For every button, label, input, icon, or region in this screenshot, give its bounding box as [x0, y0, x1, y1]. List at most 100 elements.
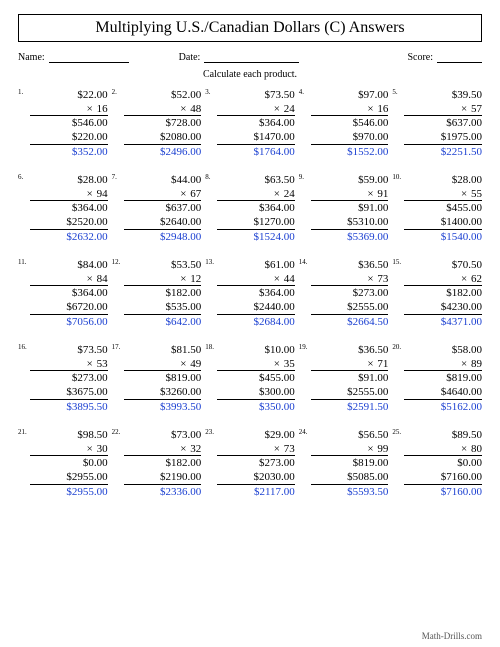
times-sign: ×: [461, 187, 471, 201]
partial-product: $819.00: [404, 371, 482, 385]
score-line: [437, 62, 482, 63]
partial-product: $91.00: [311, 201, 389, 215]
partial-product: $364.00: [30, 201, 108, 215]
problem: 2. $52.00 ×48 $728.00$2080.00 $2496.00: [112, 88, 202, 159]
partial-product: $2640.00: [124, 215, 202, 229]
problem-number: 13.: [205, 258, 214, 266]
multiplier: 49: [190, 358, 201, 370]
problem-number: 5.: [392, 88, 397, 96]
times-sign: ×: [87, 102, 97, 116]
problem-number: 11.: [18, 258, 27, 266]
multiplier: 16: [97, 103, 108, 115]
problem-number: 16.: [18, 343, 27, 351]
answer: $2251.50: [404, 145, 482, 159]
partial-product: $1400.00: [404, 215, 482, 229]
problem-number: 8.: [205, 173, 210, 181]
problem: 20. $58.00 ×89 $819.00$4640.00 $5162.00: [392, 343, 482, 414]
date-field: Date:: [179, 52, 300, 63]
problem-grid: 1. $22.00 ×16 $546.00$220.00 $352.00 2. …: [18, 88, 482, 499]
multiplier-row: ×91: [311, 187, 389, 201]
problem-number: 21.: [18, 428, 27, 436]
answer: $350.00: [217, 400, 295, 414]
answer: $5593.50: [311, 485, 389, 499]
partial-product: $2440.00: [217, 300, 295, 314]
partial-product: $819.00: [124, 371, 202, 385]
meta-row: Name: Date: Score:: [18, 52, 482, 63]
partial-product: $2520.00: [30, 215, 108, 229]
partial-product: $300.00: [217, 385, 295, 399]
instruction: Calculate each product.: [18, 69, 482, 80]
problem: 3. $73.50 ×24 $364.00$1470.00 $1764.00: [205, 88, 295, 159]
multiplier-row: ×73: [217, 442, 295, 456]
multiplier-row: ×32: [124, 442, 202, 456]
answer: $2496.00: [124, 145, 202, 159]
multiplier: 24: [284, 103, 295, 115]
multiplier: 84: [97, 273, 108, 285]
partial-product: $2030.00: [217, 470, 295, 484]
times-sign: ×: [274, 272, 284, 286]
partial-product: $182.00: [124, 456, 202, 470]
multiplier-row: ×16: [311, 102, 389, 116]
times-sign: ×: [367, 187, 377, 201]
multiplier-row: ×30: [30, 442, 108, 456]
partial-product: $7160.00: [404, 470, 482, 484]
multiplicand: $59.00: [311, 173, 389, 187]
multiplier: 24: [284, 188, 295, 200]
name-label: Name:: [18, 52, 45, 63]
multiplier-row: ×24: [217, 187, 295, 201]
problem-number: 4.: [299, 88, 304, 96]
multiplicand: $73.00: [124, 428, 202, 442]
multiplier-row: ×99: [311, 442, 389, 456]
partial-product: $364.00: [30, 286, 108, 300]
multiplicand: $97.00: [311, 88, 389, 102]
partial-product: $182.00: [404, 286, 482, 300]
problem: 21. $98.50 ×30 $0.00$2955.00 $2955.00: [18, 428, 108, 499]
multiplicand: $28.00: [30, 173, 108, 187]
multiplier-row: ×94: [30, 187, 108, 201]
multiplier-row: ×80: [404, 442, 482, 456]
partial-product: $455.00: [404, 201, 482, 215]
multiplier: 73: [284, 443, 295, 455]
times-sign: ×: [87, 272, 97, 286]
answer: $7056.00: [30, 315, 108, 329]
partial-product: $273.00: [217, 456, 295, 470]
partial-product: $2955.00: [30, 470, 108, 484]
multiplicand: $36.50: [311, 258, 389, 272]
times-sign: ×: [274, 187, 284, 201]
multiplier: 91: [377, 188, 388, 200]
multiplicand: $89.50: [404, 428, 482, 442]
multiplier: 73: [377, 273, 388, 285]
partial-product: $546.00: [30, 116, 108, 130]
problem: 24. $56.50 ×99 $819.00$5085.00 $5593.50: [299, 428, 389, 499]
multiplier: 71: [377, 358, 388, 370]
partial-product: $4230.00: [404, 300, 482, 314]
partial-product: $535.00: [124, 300, 202, 314]
partial-product: $637.00: [404, 116, 482, 130]
problem-number: 25.: [392, 428, 401, 436]
page-title: Multiplying U.S./Canadian Dollars (C) An…: [18, 14, 482, 42]
problem-number: 14.: [299, 258, 308, 266]
multiplier: 80: [471, 443, 482, 455]
multiplier-row: ×67: [124, 187, 202, 201]
multiplier-row: ×49: [124, 357, 202, 371]
multiplier-row: ×84: [30, 272, 108, 286]
partial-product: $637.00: [124, 201, 202, 215]
multiplier-row: ×44: [217, 272, 295, 286]
answer: $642.00: [124, 315, 202, 329]
multiplier-row: ×16: [30, 102, 108, 116]
multiplier: 99: [377, 443, 388, 455]
partial-product: $819.00: [311, 456, 389, 470]
partial-product: $220.00: [30, 130, 108, 144]
problem: 15. $70.50 ×62 $182.00$4230.00 $4371.00: [392, 258, 482, 329]
answer: $3993.50: [124, 400, 202, 414]
partial-product: $546.00: [311, 116, 389, 130]
multiplier-row: ×89: [404, 357, 482, 371]
times-sign: ×: [180, 442, 190, 456]
multiplicand: $98.50: [30, 428, 108, 442]
partial-product: $2555.00: [311, 385, 389, 399]
partial-product: $3260.00: [124, 385, 202, 399]
problem: 22. $73.00 ×32 $182.00$2190.00 $2336.00: [112, 428, 202, 499]
partial-product: $2555.00: [311, 300, 389, 314]
multiplier-row: ×35: [217, 357, 295, 371]
score-label: Score:: [407, 52, 433, 63]
